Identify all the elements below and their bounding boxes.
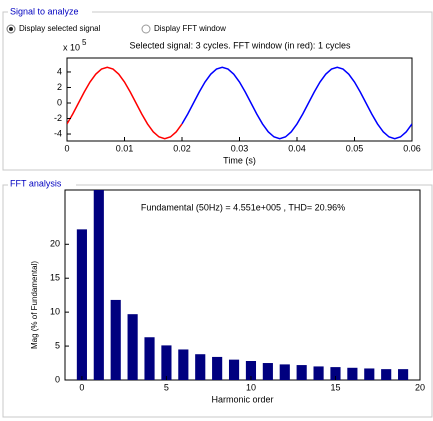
bar bbox=[313, 366, 324, 380]
bar bbox=[161, 345, 172, 380]
x-tick-label: 0.02 bbox=[173, 143, 191, 153]
bar bbox=[330, 367, 341, 380]
signal-panel bbox=[2, 11, 433, 171]
plot-content bbox=[67, 66, 412, 140]
x-tick-label: 0 bbox=[64, 143, 69, 153]
signal-line bbox=[67, 66, 183, 140]
y-tick-label: 20 bbox=[50, 239, 60, 249]
y-tick-label: 0 bbox=[55, 374, 60, 384]
x-tick-label: 10 bbox=[246, 382, 256, 392]
radio-label[interactable]: Display FFT window bbox=[154, 24, 226, 33]
y-tick-label: 2 bbox=[57, 82, 62, 92]
panel-title: Signal to analyze bbox=[10, 6, 79, 16]
bar bbox=[93, 190, 104, 380]
x-axis-label: Time (s) bbox=[223, 155, 256, 165]
bar bbox=[279, 364, 290, 380]
plot-area bbox=[66, 57, 413, 142]
chart-title: Selected signal: 3 cycles. FFT window (i… bbox=[130, 40, 351, 50]
y-axis-label: Mag (% of Fundamental) bbox=[30, 261, 39, 349]
x-tick-label: 0.01 bbox=[116, 143, 134, 153]
bar bbox=[245, 361, 257, 380]
x-tick-label: 0.03 bbox=[231, 143, 249, 153]
bar bbox=[262, 363, 273, 380]
y-tick-label: 4 bbox=[57, 66, 62, 76]
bar bbox=[144, 337, 155, 380]
bar bbox=[296, 365, 307, 380]
y-tick-label: 15 bbox=[50, 273, 60, 283]
radio-label[interactable]: Display selected signal bbox=[19, 24, 101, 33]
signal-line bbox=[181, 66, 412, 140]
chart-title: Fundamental (50Hz) = 4.551e+005 , THD= 2… bbox=[141, 202, 345, 212]
x-tick-label: 5 bbox=[164, 382, 169, 392]
bar bbox=[76, 229, 87, 380]
x-tick-label: 0.05 bbox=[346, 143, 364, 153]
y-tick-label: 10 bbox=[50, 307, 60, 317]
bar bbox=[347, 367, 358, 380]
bar bbox=[381, 369, 392, 380]
y-tick-label: 5 bbox=[55, 340, 60, 350]
y-tick-label: -2 bbox=[54, 113, 62, 123]
x-tick-label: 0.04 bbox=[288, 143, 306, 153]
axis-multiplier-exponent: 5 bbox=[82, 38, 87, 47]
bar bbox=[178, 349, 189, 380]
bar bbox=[398, 369, 409, 380]
fft-panel bbox=[2, 184, 433, 418]
y-tick-label: -4 bbox=[54, 128, 62, 138]
bar bbox=[212, 356, 223, 380]
axis-multiplier: x 10 bbox=[63, 42, 80, 52]
radio-dot bbox=[9, 27, 13, 31]
bar bbox=[127, 314, 138, 380]
bar bbox=[195, 354, 206, 380]
panel-title: FFT analysis bbox=[10, 178, 62, 188]
radio-button[interactable] bbox=[141, 24, 151, 34]
y-tick-label: 0 bbox=[57, 97, 62, 107]
x-tick-label: 20 bbox=[415, 382, 425, 392]
x-tick-label: 0.06 bbox=[403, 143, 421, 153]
panel-label-bg bbox=[8, 178, 76, 190]
panel-label-bg bbox=[8, 5, 92, 17]
bar bbox=[110, 299, 121, 380]
plot-content bbox=[76, 190, 409, 380]
bar bbox=[228, 359, 240, 380]
plot-area bbox=[64, 189, 421, 381]
x-axis-label: Harmonic order bbox=[211, 394, 273, 404]
x-tick-label: 15 bbox=[330, 382, 340, 392]
x-tick-label: 0 bbox=[79, 382, 84, 392]
bar bbox=[364, 368, 375, 380]
